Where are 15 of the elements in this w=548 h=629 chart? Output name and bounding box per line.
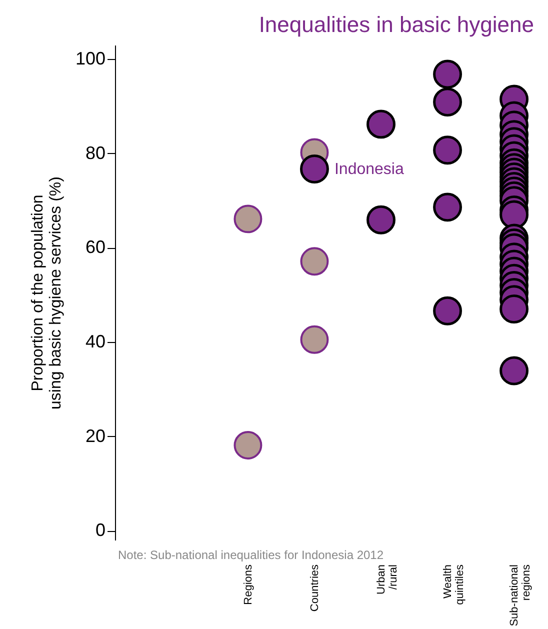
y-tick-label: 40 [85,332,106,352]
x-tick-label: Wealth quintiles [442,564,466,605]
chart-title: Inequalities in basic hygiene [258,12,534,37]
y-axis-title: Proportion of the population using basic hygiene services (%) [29,176,64,410]
y-tick-label: 0 [95,520,106,540]
x-tick-label: Sub-national regions [508,564,533,626]
x-tick-label: Regions [242,564,254,605]
y-tick-label: 60 [85,237,106,258]
y-tick-label: 80 [85,142,106,163]
x-tick-label: Urban /rural [376,564,400,594]
text: Note: Sub-national inequalities for Indonesia 2012 [118,548,384,562]
y-tick-label: 100 [75,48,106,69]
y-tick-label: 20 [85,426,106,446]
x-tick-label: Countries [308,564,321,612]
annotation: Indonesia [334,160,404,178]
